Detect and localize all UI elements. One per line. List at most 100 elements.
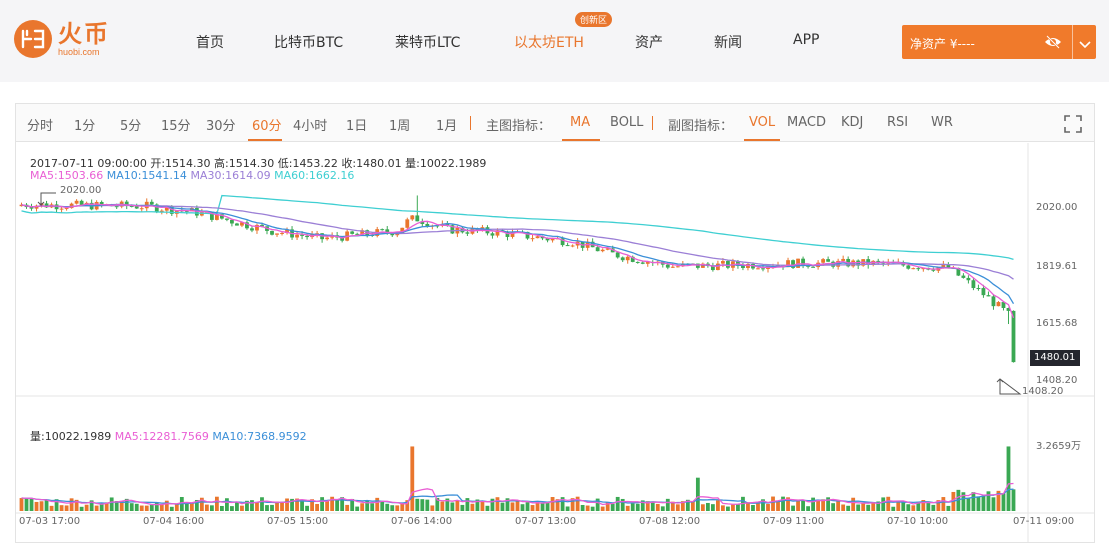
candle[interactable] bbox=[285, 229, 289, 233]
candle[interactable] bbox=[99, 201, 104, 205]
period-60m[interactable]: 60分 bbox=[252, 119, 282, 134]
volume-bar[interactable] bbox=[395, 505, 400, 511]
candle[interactable] bbox=[525, 231, 530, 239]
volume-bar[interactable] bbox=[84, 504, 89, 511]
volume-bar[interactable] bbox=[831, 503, 836, 511]
eye-hidden-icon[interactable] bbox=[1044, 34, 1062, 54]
candle[interactable] bbox=[59, 208, 64, 210]
volume-bar[interactable] bbox=[139, 505, 144, 511]
candle[interactable] bbox=[906, 265, 911, 269]
volume-bar[interactable] bbox=[665, 498, 670, 511]
volume-bar[interactable] bbox=[550, 497, 555, 511]
volume-bar[interactable] bbox=[710, 504, 715, 511]
volume-bar[interactable] bbox=[786, 497, 790, 511]
volume-bar[interactable] bbox=[295, 498, 299, 511]
volume-bar[interactable] bbox=[465, 498, 470, 511]
period-1w[interactable]: 1周 bbox=[389, 119, 411, 134]
volume-bar[interactable] bbox=[164, 500, 169, 511]
volume-bar[interactable] bbox=[280, 502, 284, 511]
candle[interactable] bbox=[149, 201, 154, 205]
volume-bar[interactable] bbox=[320, 497, 325, 511]
volume-bar[interactable] bbox=[876, 501, 881, 511]
candle[interactable] bbox=[325, 237, 330, 240]
candle[interactable] bbox=[876, 260, 881, 262]
volume-bar[interactable] bbox=[460, 504, 465, 511]
candle[interactable] bbox=[751, 264, 755, 269]
candle[interactable] bbox=[134, 206, 139, 209]
volume-bar[interactable] bbox=[365, 500, 370, 511]
nav-btc[interactable]: 比特币BTC bbox=[274, 35, 344, 51]
volume-bar[interactable] bbox=[565, 506, 570, 511]
volume-bar[interactable] bbox=[430, 505, 435, 511]
candle[interactable] bbox=[560, 238, 565, 246]
volume-bar[interactable] bbox=[510, 502, 515, 511]
candle[interactable] bbox=[235, 223, 239, 226]
volume-bar[interactable] bbox=[39, 501, 44, 511]
volume-bar[interactable] bbox=[525, 502, 530, 511]
volume-bar[interactable] bbox=[355, 506, 360, 511]
volume-bar[interactable] bbox=[630, 503, 635, 511]
candle[interactable] bbox=[214, 214, 219, 220]
candle[interactable] bbox=[981, 288, 986, 296]
period-tick[interactable]: 分时 bbox=[27, 119, 54, 134]
volume-bar[interactable] bbox=[715, 500, 720, 511]
volume-bar[interactable] bbox=[495, 497, 500, 511]
candle[interactable] bbox=[761, 268, 765, 270]
candle[interactable] bbox=[189, 208, 194, 212]
volume-bar[interactable] bbox=[505, 498, 510, 511]
volume-bar[interactable] bbox=[114, 501, 119, 511]
candle[interactable] bbox=[425, 223, 430, 227]
volume-bar[interactable] bbox=[620, 498, 625, 511]
volume-bar[interactable] bbox=[390, 505, 395, 511]
volume-bar[interactable] bbox=[410, 446, 415, 511]
volume-bar[interactable] bbox=[470, 503, 475, 511]
candle[interactable] bbox=[801, 258, 805, 266]
chevron-down-icon[interactable] bbox=[1079, 35, 1091, 54]
volume-bar[interactable] bbox=[104, 502, 109, 511]
candle[interactable] bbox=[355, 233, 360, 235]
volume-bar[interactable] bbox=[475, 499, 480, 511]
volume-bar[interactable] bbox=[415, 498, 420, 511]
candle[interactable] bbox=[811, 266, 815, 268]
volume-bar[interactable] bbox=[440, 501, 445, 511]
volume-bar[interactable] bbox=[906, 504, 911, 511]
volume-bar[interactable] bbox=[255, 502, 259, 511]
volume-bar[interactable] bbox=[515, 500, 520, 511]
volume-bar[interactable] bbox=[34, 501, 39, 511]
volume-bar[interactable] bbox=[560, 497, 565, 511]
volume-bar[interactable] bbox=[149, 504, 154, 511]
volume-bar[interactable] bbox=[340, 497, 345, 511]
candle[interactable] bbox=[275, 233, 279, 235]
candle[interactable] bbox=[415, 215, 420, 222]
candle[interactable] bbox=[360, 230, 365, 235]
volume-bar[interactable] bbox=[380, 500, 385, 511]
volume-bar[interactable] bbox=[761, 499, 765, 511]
candle[interactable] bbox=[710, 265, 715, 271]
volume-bar[interactable] bbox=[600, 506, 605, 511]
volume-bar[interactable] bbox=[886, 496, 891, 511]
volume-bar[interactable] bbox=[555, 499, 560, 511]
candle[interactable] bbox=[941, 264, 946, 268]
volume-bar[interactable] bbox=[275, 501, 279, 511]
candle[interactable] bbox=[64, 208, 69, 210]
candle[interactable] bbox=[230, 219, 234, 224]
volume-bar[interactable] bbox=[926, 501, 931, 511]
volume-bar[interactable] bbox=[891, 506, 896, 511]
volume-bar[interactable] bbox=[721, 505, 725, 511]
volume-bar[interactable] bbox=[871, 503, 876, 511]
volume-bar[interactable] bbox=[570, 498, 575, 511]
candle[interactable] bbox=[114, 206, 119, 208]
candle[interactable] bbox=[305, 235, 309, 238]
volume-bar[interactable] bbox=[214, 496, 219, 511]
candle[interactable] bbox=[675, 266, 680, 268]
fullscreen-icon[interactable] bbox=[1064, 115, 1082, 137]
volume-bar[interactable] bbox=[29, 498, 34, 511]
volume-bar[interactable] bbox=[500, 502, 505, 511]
volume-bar[interactable] bbox=[375, 497, 380, 511]
candle[interactable] bbox=[670, 266, 675, 268]
candle[interactable] bbox=[400, 227, 405, 234]
nav-app[interactable]: APP bbox=[793, 32, 820, 48]
volume-bar[interactable] bbox=[225, 498, 229, 511]
candle[interactable] bbox=[625, 256, 630, 261]
candle[interactable] bbox=[545, 238, 550, 241]
